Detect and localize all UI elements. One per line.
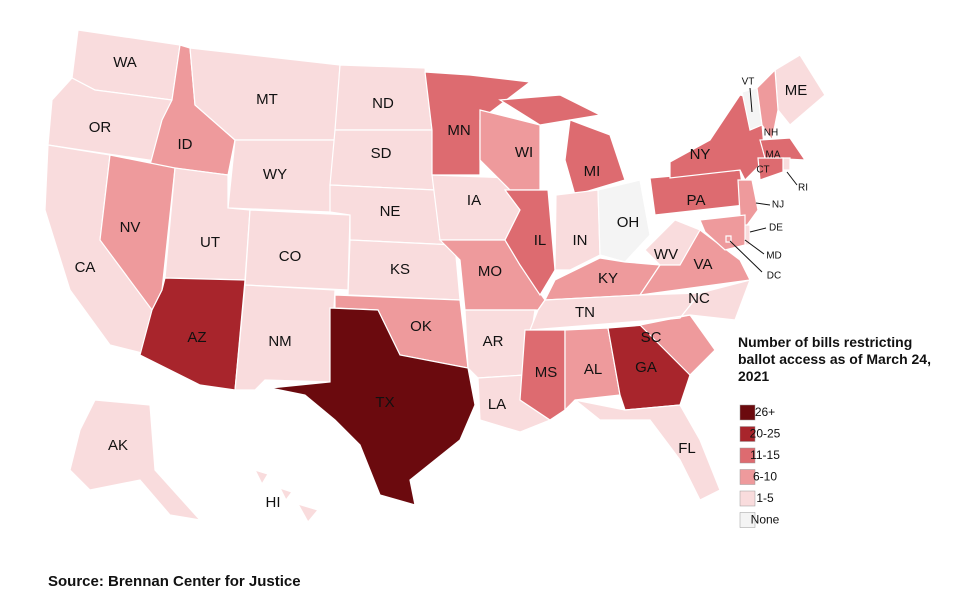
state-label: KY xyxy=(598,270,618,287)
source: Source: Brennan Center for Justice xyxy=(48,573,301,590)
legend-swatch xyxy=(739,490,756,507)
state-label: WY xyxy=(263,166,287,183)
state-label: NJ xyxy=(772,200,784,211)
state-label: AR xyxy=(483,333,504,350)
legend-swatch xyxy=(739,404,756,421)
state xyxy=(269,307,476,506)
state-label: PA xyxy=(687,192,706,209)
state-label: TX xyxy=(375,394,394,411)
state-label: AL xyxy=(584,361,602,378)
state-label: HI xyxy=(266,494,281,511)
state-label: NV xyxy=(120,219,141,236)
state-label: AK xyxy=(108,437,128,454)
states xyxy=(44,29,826,524)
state xyxy=(498,94,626,196)
state-label: VA xyxy=(694,256,713,273)
state-label: AZ xyxy=(187,329,206,346)
state xyxy=(597,179,651,263)
leader-line xyxy=(786,171,798,186)
leader-line xyxy=(729,240,763,273)
state-label: LA xyxy=(488,396,506,413)
state-label: ND xyxy=(372,95,394,112)
state-label: WV xyxy=(654,246,678,263)
state-label: MD xyxy=(766,251,782,262)
state xyxy=(234,284,336,391)
leader-line xyxy=(744,239,765,255)
state xyxy=(759,137,807,161)
legend-label: 20-25 xyxy=(750,427,781,441)
state-label: NY xyxy=(690,146,711,163)
state-label: KS xyxy=(390,261,410,278)
state xyxy=(253,469,320,524)
legend-title: Number of bills restricting ballot acces… xyxy=(738,334,931,384)
state-label: CO xyxy=(279,248,302,265)
legend: 26+ 20-25 11-15 6-10 1-5 None xyxy=(739,404,781,528)
state xyxy=(554,189,601,271)
state-label: DE xyxy=(769,223,783,234)
state-label: MS xyxy=(535,364,558,381)
state xyxy=(503,189,556,297)
legend-label: 11-15 xyxy=(750,448,780,462)
legend-label: 26+ xyxy=(755,405,775,419)
state-label: SC xyxy=(641,329,662,346)
state-label: NH xyxy=(764,128,778,139)
state-label: CA xyxy=(75,259,96,276)
state-label: OR xyxy=(89,119,112,136)
state-label: NM xyxy=(268,333,291,350)
state-label: CT xyxy=(756,165,769,176)
state-label: UT xyxy=(200,234,220,251)
state-label: GA xyxy=(635,359,657,376)
state-label: MN xyxy=(447,122,470,139)
state-label: WA xyxy=(113,54,137,71)
state xyxy=(782,157,791,171)
state xyxy=(756,68,779,142)
state-label: FL xyxy=(678,440,696,457)
state-label: RI xyxy=(798,183,808,194)
state xyxy=(644,219,701,266)
state xyxy=(519,329,566,421)
state-label: MA xyxy=(766,150,781,161)
state-label: SD xyxy=(371,145,392,162)
state-label: ME xyxy=(785,82,808,99)
state-label: MT xyxy=(256,91,278,108)
leader-lines xyxy=(729,87,798,273)
state xyxy=(757,157,784,181)
leader-line xyxy=(749,227,767,233)
state-label: TN xyxy=(575,304,595,321)
state-label: IL xyxy=(534,232,547,249)
state-label: MI xyxy=(584,163,601,180)
state-label: ID xyxy=(178,136,193,153)
state-label: VT xyxy=(742,77,755,88)
state-label: NE xyxy=(380,203,401,220)
state-label: WI xyxy=(515,144,533,161)
legend-label: 1-5 xyxy=(756,491,774,505)
legend-label: 6-10 xyxy=(753,470,777,484)
state-label: OK xyxy=(410,318,432,335)
state-label: IA xyxy=(467,192,481,209)
state xyxy=(574,399,721,501)
leader-line xyxy=(755,202,771,206)
state xyxy=(69,399,202,521)
legend-label: None xyxy=(751,513,780,527)
legend-swatch xyxy=(739,512,756,528)
legend-swatch xyxy=(739,469,756,485)
state-label: OH xyxy=(617,214,640,231)
state xyxy=(564,327,621,412)
state-label: NC xyxy=(688,290,710,307)
state xyxy=(699,214,746,251)
legend-swatch xyxy=(739,426,756,442)
state-label: DC xyxy=(767,271,781,282)
state-label: IN xyxy=(573,232,588,249)
state-label: MO xyxy=(478,263,502,280)
leader-line xyxy=(749,87,753,113)
state-labels: WA OR CA ID NV MT WY UT AZ CO NM ND SD NE KS OK TX MN IA MO… xyxy=(75,54,808,511)
legend-swatch xyxy=(739,447,756,464)
